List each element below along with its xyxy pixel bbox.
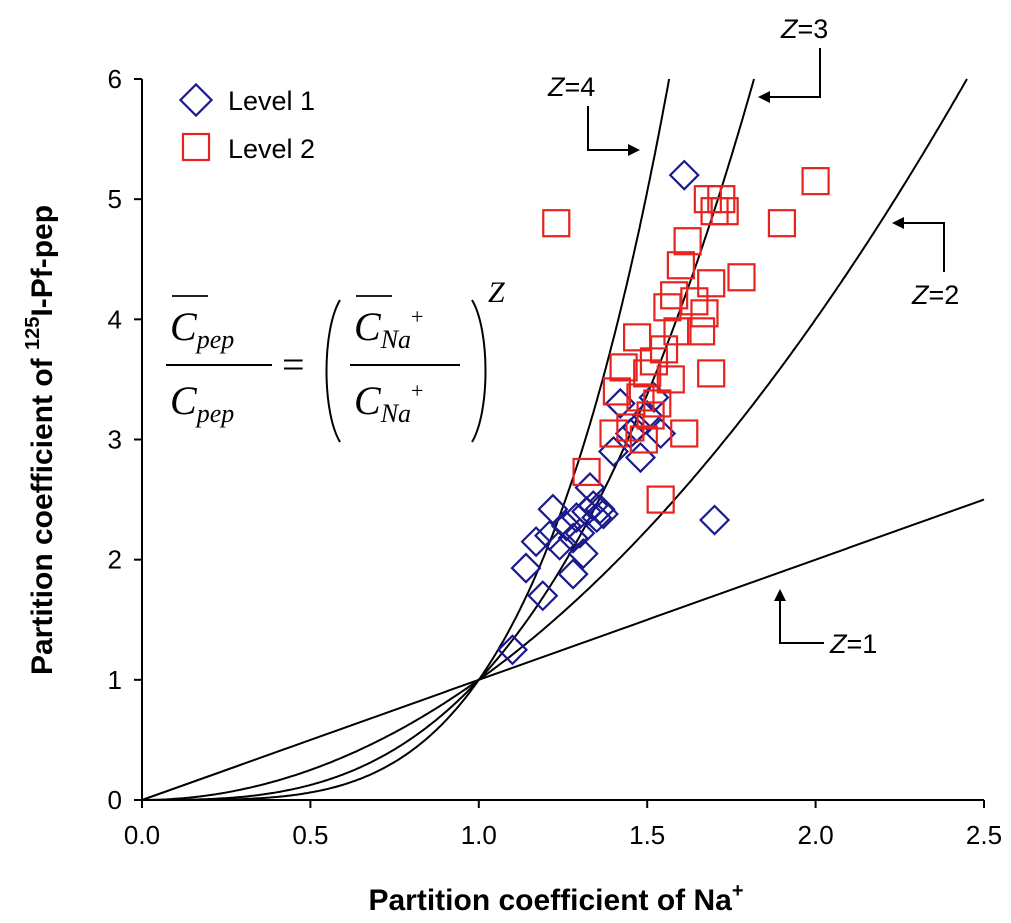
point-level-2 (690, 299, 719, 328)
y-axis-title: Partition coefficient of 125I-Pf-pep (22, 205, 59, 675)
point-level-2 (686, 317, 716, 346)
point-level-2 (697, 269, 726, 298)
z3-label: Z=3 (780, 14, 828, 44)
legend-label-level-2: Level 2 (228, 134, 315, 164)
axes: 0.0 0.5 1.0 1.5 2.0 2.5 0 1 2 3 4 5 6 (108, 64, 1003, 850)
point-level-1 (587, 498, 619, 530)
x-tick-label: 2.5 (966, 820, 1002, 850)
z4-arrow (587, 106, 636, 151)
y-tick-label: 6 (108, 64, 122, 94)
x-tick-label: 0.5 (292, 820, 328, 850)
data-points (496, 159, 830, 666)
point-level-1 (557, 522, 589, 554)
z-curves (141, 78, 985, 801)
legend-marker-level-2 (181, 132, 211, 162)
lhs-numerator: Cpep (170, 304, 234, 354)
z1-arrowhead (774, 589, 786, 601)
point-level-2 (622, 323, 652, 352)
left-paren (325, 299, 341, 443)
point-level-1 (520, 526, 552, 558)
z3-arrow (762, 48, 821, 98)
point-level-1 (668, 159, 700, 191)
z4-label: Z=4 (547, 72, 595, 102)
y-tick-label: 2 (108, 545, 122, 575)
point-level-2 (660, 281, 689, 310)
point-level-1 (527, 580, 559, 612)
point-level-1 (544, 529, 576, 561)
lhs-denominator: Cpep (170, 378, 234, 428)
y-tick-label: 1 (108, 665, 122, 695)
z1-label: Z=1 (829, 629, 877, 659)
point-level-1 (699, 504, 731, 536)
point-level-2 (767, 209, 797, 238)
rhs-numerator: CNa+ (354, 304, 423, 354)
point-level-2 (599, 419, 628, 448)
point-level-2 (572, 457, 601, 487)
point-level-1 (510, 552, 542, 584)
point-level-2 (710, 197, 739, 226)
point-level-2 (602, 377, 631, 406)
y-tick-label: 0 (108, 785, 122, 815)
exponent-z: Z (488, 276, 505, 309)
z4-arrowhead (628, 144, 640, 156)
y-tick-label: 5 (108, 184, 122, 214)
point-level-2 (629, 425, 658, 454)
point-level-1 (550, 510, 582, 542)
point-level-2 (663, 317, 692, 346)
point-level-1 (564, 517, 596, 549)
x-axis-title: Partition coefficient of Na+ (368, 880, 743, 917)
z-annotations: Z=4 Z=3 Z=2 Z=1 (547, 14, 959, 659)
curve-z4 (142, 78, 671, 801)
point-level-2 (666, 251, 695, 280)
point-level-2 (626, 383, 655, 412)
legend: Level 1 Level 2 (178, 82, 315, 164)
y-tick-label: 4 (108, 304, 122, 334)
z2-arrow (896, 222, 945, 272)
point-level-1 (496, 634, 529, 666)
curve-z3 (142, 78, 755, 801)
x-tick-label: 1.5 (629, 820, 665, 850)
point-level-1 (581, 502, 613, 534)
right-paren (471, 299, 487, 443)
equals-sign: = (282, 342, 305, 387)
curve-z2 (142, 78, 968, 801)
point-level-2 (656, 365, 685, 394)
y-ticks: 0 1 2 3 4 5 6 (108, 64, 142, 815)
x-tick-label: 0.0 (124, 820, 160, 850)
point-level-2 (801, 167, 830, 196)
point-level-2 (542, 209, 571, 238)
legend-label-level-1: Level 1 (228, 86, 315, 116)
point-level-1 (533, 520, 566, 552)
point-level-2 (646, 485, 675, 514)
point-level-2 (673, 227, 702, 256)
x-tick-label: 2.0 (798, 820, 834, 850)
point-level-2 (697, 359, 726, 388)
legend-marker-level-1 (178, 82, 214, 118)
equation: Cpep Cpep = CNa+ CNa+ Z (166, 276, 505, 443)
z2-arrowhead (892, 217, 904, 229)
point-level-1 (557, 558, 589, 590)
point-level-2 (609, 353, 638, 382)
curve-z1 (141, 498, 985, 801)
point-level-2 (670, 419, 699, 448)
x-tick-label: 1.0 (461, 820, 497, 850)
z1-arrow (779, 594, 824, 644)
point-level-1 (567, 538, 599, 570)
x-ticks: 0.0 0.5 1.0 1.5 2.0 2.5 (124, 800, 1002, 850)
rhs-denominator: CNa+ (354, 378, 423, 428)
point-level-1 (537, 493, 569, 525)
z2-label: Z=2 (911, 280, 959, 310)
point-level-2 (727, 263, 756, 292)
y-tick-label: 3 (108, 425, 122, 455)
z3-arrowhead (758, 91, 770, 103)
